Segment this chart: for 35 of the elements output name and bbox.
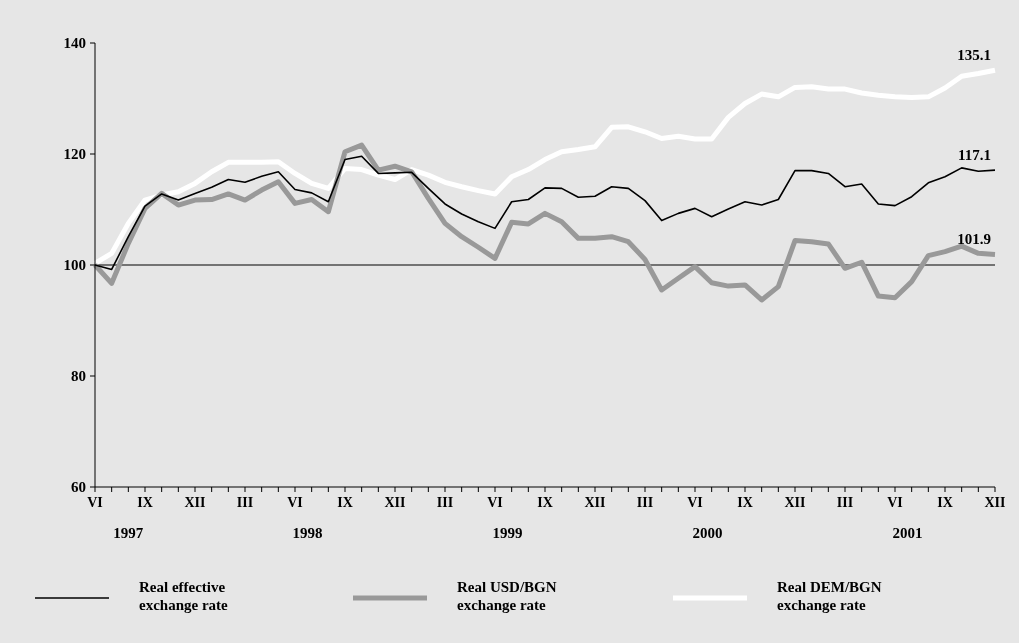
x-tick-label: IX [137,495,153,510]
x-tick-label: VI [487,495,503,510]
data-label: 135.1 [957,47,991,64]
y-tick-label: 140 [63,35,86,52]
data-label: 117.1 [958,147,991,164]
x-tick-label: IX [537,495,553,510]
x-tick-label: VI [87,495,103,510]
text: 2000 [692,525,723,541]
y-tick-label: 100 [63,257,86,274]
x-tick-label: VI [887,495,903,510]
x-tick-label: VI [687,495,703,510]
x-tick-label: III [236,495,254,510]
x-tick-label: XII [184,495,206,510]
x-tick-label: IX [737,495,753,510]
text: 1999 [492,525,523,541]
x-tick-label: XII [584,495,606,510]
x-tick-label: XII [784,495,806,510]
legend-label: Real effective exchange rate [139,579,229,613]
x-tick-label: III [836,495,854,510]
legend-label: Real USD/BGN exchange rate [457,579,557,613]
x-tick-label: XII [984,495,1006,510]
x-tick-label: III [436,495,454,510]
x-tick-label: III [636,495,654,510]
y-tick-label: 60 [71,479,86,496]
text: 1998 [292,525,323,541]
text: 2001 [892,525,923,541]
y-tick-label: 120 [63,146,86,163]
text: 1997 [113,525,144,541]
y-tick-label: 80 [71,368,86,385]
x-tick-label: VI [287,495,303,510]
x-tick-label: XII [384,495,406,510]
x-tick-label: IX [937,495,953,510]
legend-label: Real DEM/BGN exchange rate [777,579,882,613]
x-tick-label: IX [337,495,353,510]
data-label: 101.9 [957,231,991,248]
